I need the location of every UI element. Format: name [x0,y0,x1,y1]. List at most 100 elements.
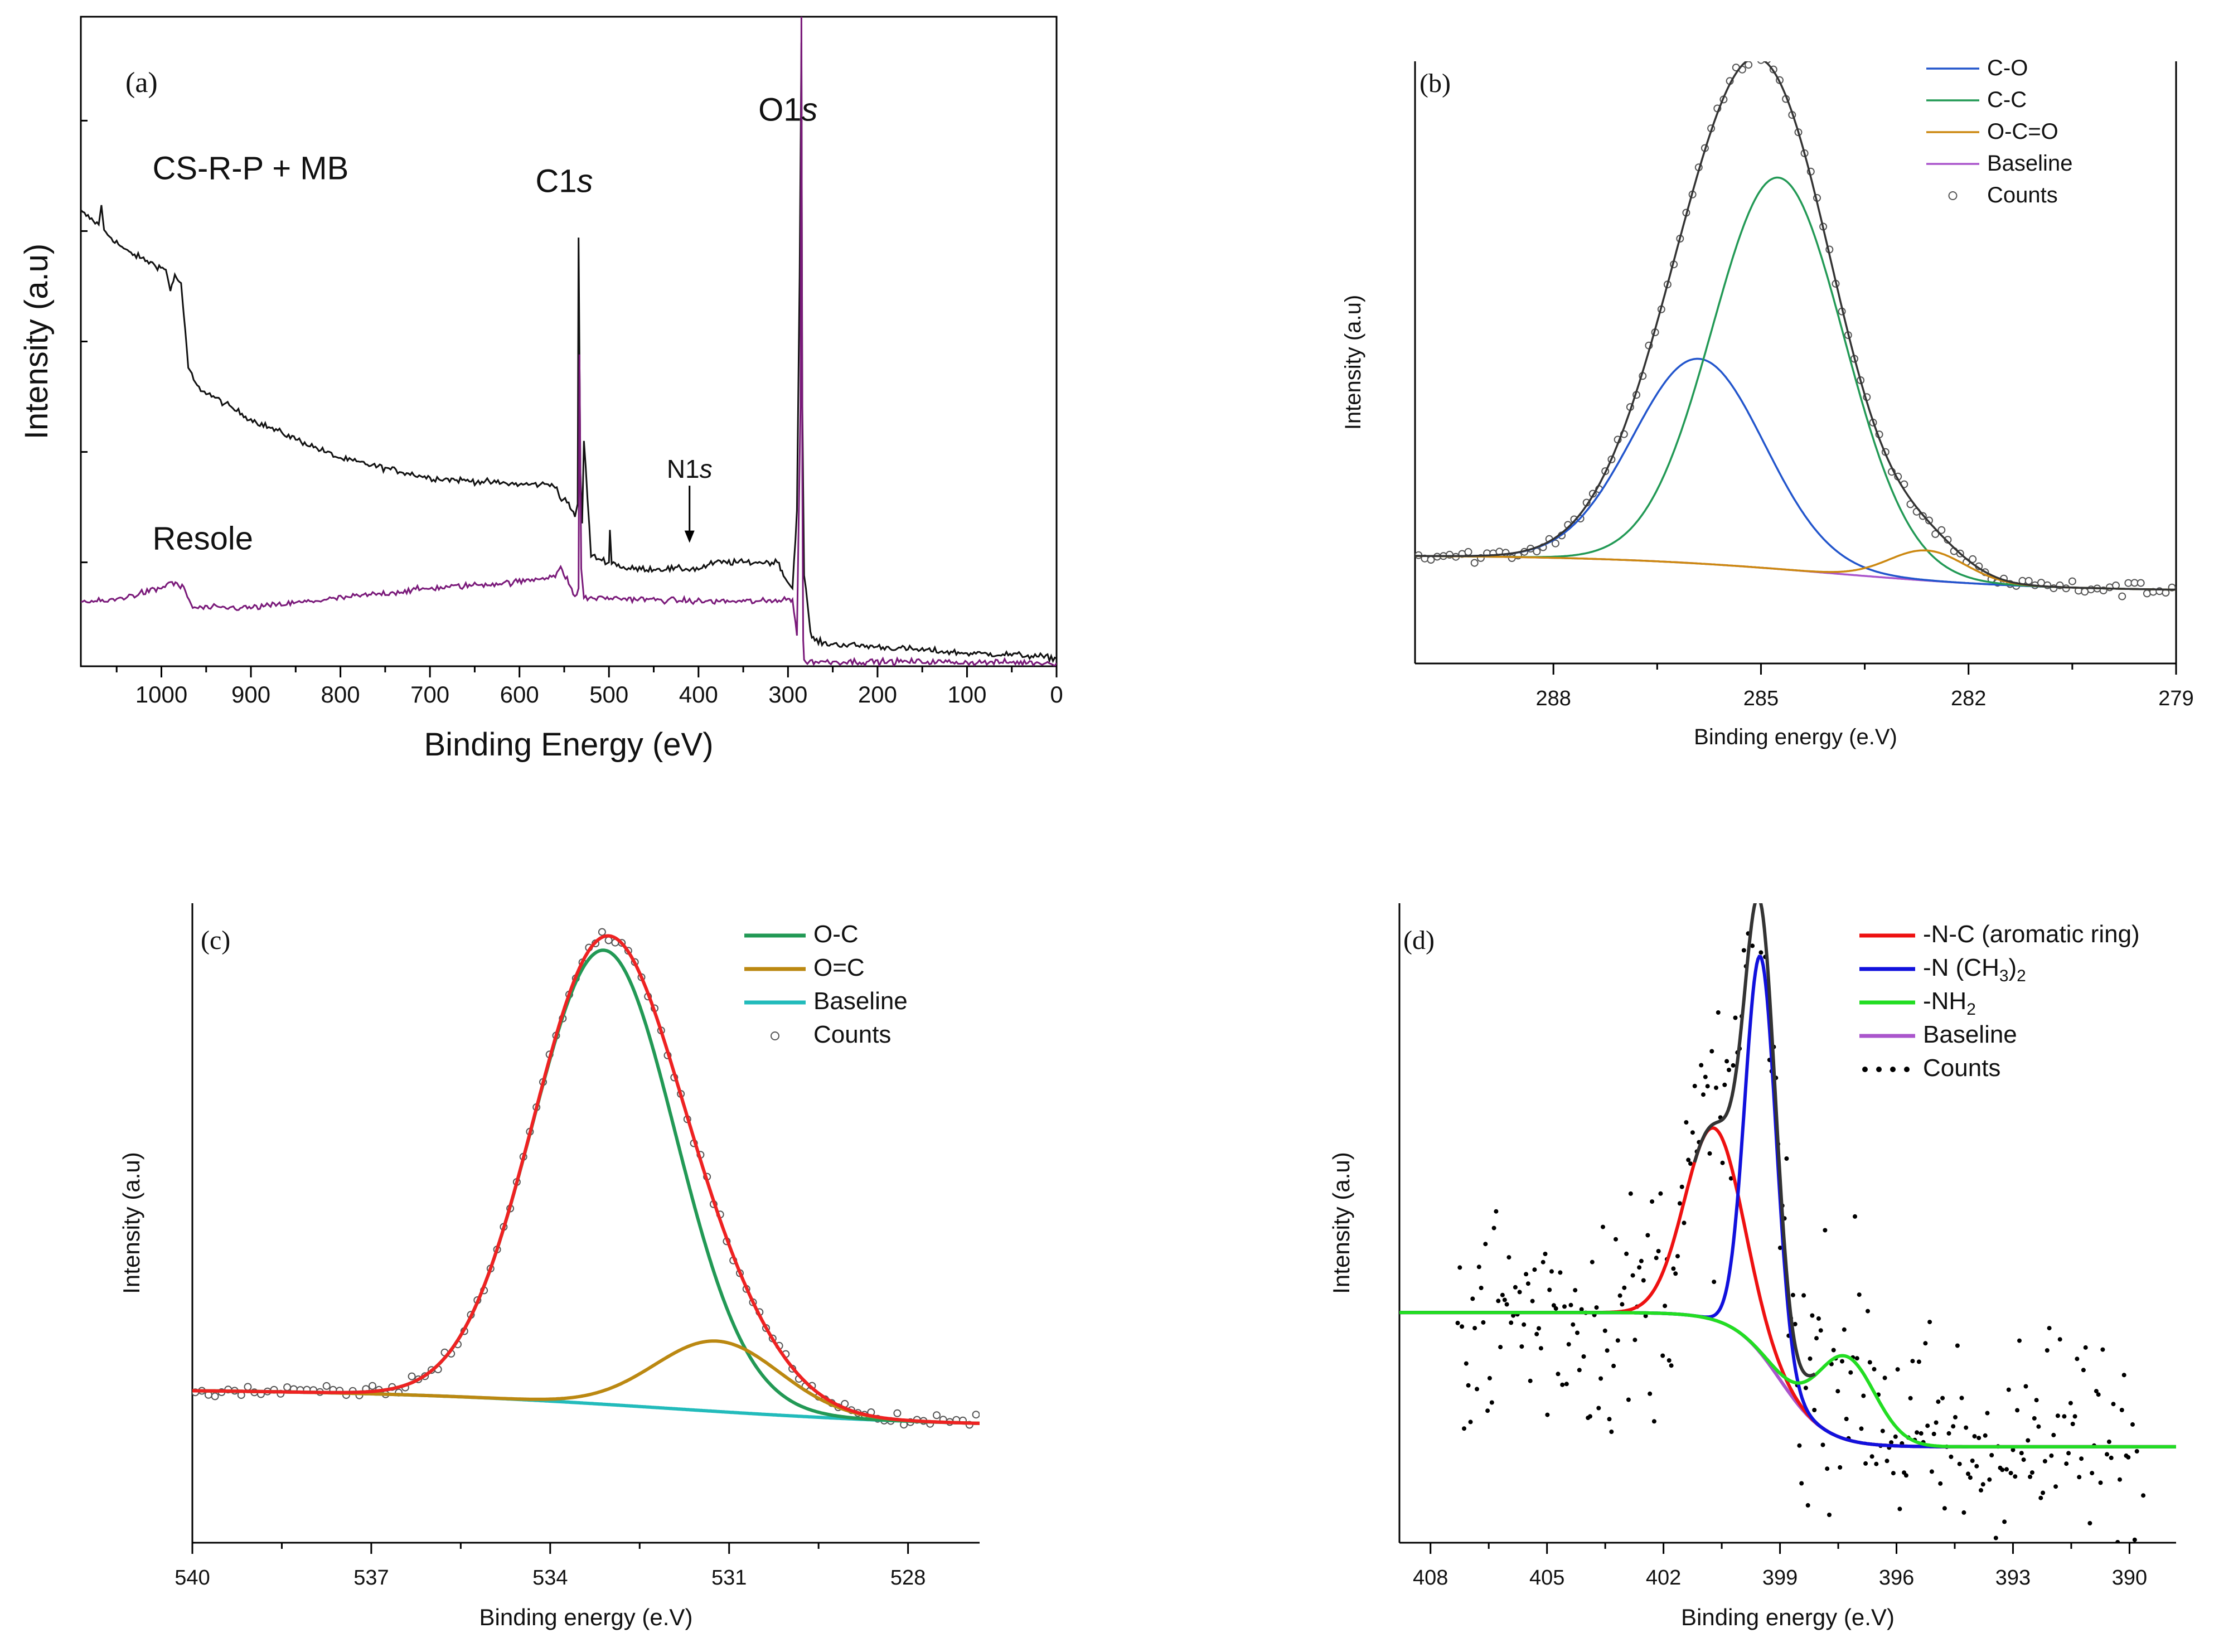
count-point [1628,1191,1633,1196]
count-point [2008,1471,2013,1476]
count-point [2132,1537,2137,1542]
count-point [2028,1474,2033,1479]
series-envelope [1693,903,1816,1378]
count-point [1632,1338,1638,1343]
legend-item-counts: Counts [1862,1054,2000,1082]
count-point [1464,1361,1469,1366]
count-point [1596,1406,1601,1411]
count-point [2060,1546,2065,1551]
count-point [1915,1430,1920,1435]
count-point [1476,1265,1481,1270]
count-point [1884,1459,1890,1464]
count-point [2130,1422,2135,1427]
count-point [972,1411,980,1419]
x-tick-label: 200 [858,681,897,708]
count-point [1946,1431,1951,1436]
count-point [1506,1255,1511,1260]
series-nh2 [1399,1311,2176,1448]
count-point [2118,592,2126,600]
count-point [1637,1265,1642,1270]
count-point [1955,1343,1960,1348]
count-point [2051,1432,2056,1437]
count-point [1919,1431,1924,1436]
count-point [1969,555,1977,563]
count-point [1731,1063,1736,1068]
count-point [2029,1470,2034,1475]
count-point [1602,1328,1607,1333]
count-point [1751,51,1758,58]
count-point [1500,1292,1505,1297]
legend-item-n-c-aromatic-ring: -N-C (aromatic ring) [1859,921,2140,948]
count-point [1575,1330,1580,1335]
count-point [211,1392,219,1401]
legend-subscript: 2 [1966,1000,1976,1019]
count-point [1863,1461,1868,1466]
count-point [1866,1309,1870,1314]
count-point [1481,1320,1486,1325]
count-point [1728,1176,1733,1181]
count-point [1934,1420,1939,1425]
legend-item-nh: -NH2 [1859,987,1976,1019]
count-point [1483,1242,1488,1247]
count-point [2053,1484,2058,1489]
count-point [1530,1299,1535,1304]
x-tick-label: 600 [500,681,539,708]
legend-item-c-c: C-C [1926,88,2027,112]
count-point [1897,1506,1902,1511]
series-c-c [1415,176,2176,591]
plot-area [1399,903,2176,1551]
legend-subscript: 3 [1999,967,2009,985]
x-tick-label: 528 [890,1566,926,1590]
count-point [1980,1482,1985,1487]
count-point [1457,1265,1462,1270]
legend-item-baseline: Baseline [1926,151,2072,176]
count-point [1545,1412,1550,1417]
count-point [1961,1510,1966,1515]
plot-area [192,928,980,1429]
count-point [1494,1209,1499,1214]
count-point [2134,1449,2139,1454]
count-point [1966,1471,1970,1476]
count-point [1468,1420,1473,1425]
count-point [2141,1493,2146,1498]
count-point [2119,1408,2124,1412]
count-point [1656,1249,1661,1253]
plot-area [1415,51,2176,600]
count-point [1688,1161,1693,1166]
count-point [1936,1399,1941,1404]
count-point [1797,1443,1802,1448]
legend-item-baseline: Baseline [744,987,908,1015]
x-tick-label: 405 [1529,1566,1564,1590]
count-point [1861,1393,1866,1398]
count-point [1805,1503,1810,1508]
count-point [1645,1233,1650,1238]
count-point [1983,1433,1988,1438]
count-point [1509,1320,1514,1325]
count-point [1957,1461,1962,1466]
count-point [1675,1254,1680,1259]
annotation-arrowhead [684,530,695,543]
count-point [1551,1303,1556,1308]
legend-label: O-C=O [1987,119,2058,144]
count-point [1903,1473,1908,1478]
count-point [1750,943,1755,948]
legend-item-c-o: C-O [1926,56,2028,80]
legend-label: O-C [813,921,859,948]
count-point [1724,1059,1729,1064]
count-point [1609,1430,1614,1434]
legend: C-O C-C O-C=O Baseline Counts [1926,56,2072,207]
x-tick-label: 0 [1050,681,1063,708]
count-point [1489,1400,1494,1405]
count-point [2100,1347,2105,1352]
count-point [1650,1199,1655,1204]
count-point [1989,1453,1994,1457]
x-tick-label: 282 [1951,687,1986,710]
count-point [1630,1273,1635,1278]
legend-label: Baseline [813,987,908,1015]
count-point [2068,577,2076,585]
legend-marker [1862,1067,1868,1072]
count-point [893,1409,902,1417]
count-point [1568,1302,1573,1307]
count-point [2015,1408,2020,1413]
count-point [2032,1416,2037,1421]
